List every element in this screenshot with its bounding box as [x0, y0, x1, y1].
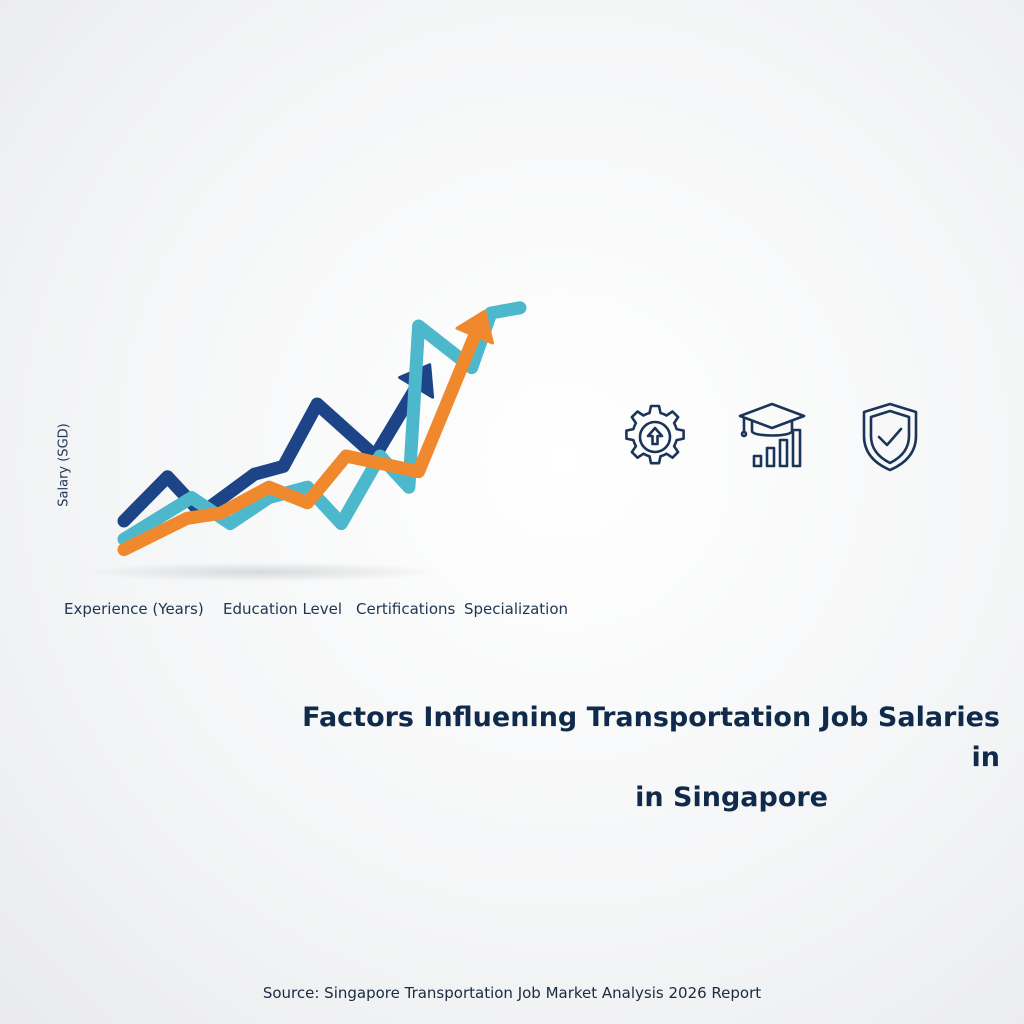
series-line-3: [117, 324, 483, 557]
chart-title-line2: in Singapore: [635, 782, 828, 813]
chart-title: Factors Influening Transportation Job Sa…: [300, 698, 1000, 818]
series-line-1: [117, 376, 426, 528]
factor-icons: [618, 400, 928, 480]
x-tick-certifications: Certifications: [356, 600, 456, 618]
shield-check-icon: [862, 402, 918, 472]
source-note: Source: Singapore Transportation Job Mar…: [262, 984, 762, 1002]
series-layer: [117, 301, 527, 557]
chart-floor-shadow: [80, 562, 440, 582]
graduation-cap-bar-chart-icon: [738, 402, 806, 468]
gear-upload-icon: [625, 404, 685, 465]
x-tick-specialization: Specialization: [464, 600, 569, 618]
chart-title-line1: Factors Influening Transportation Job Sa…: [302, 702, 1000, 773]
series-arrowhead-3: [455, 309, 494, 345]
series-line-2: [117, 301, 527, 546]
x-tick-experience: Experience (Years): [64, 600, 204, 618]
y-axis-label: Salary (SGD): [56, 423, 72, 507]
x-tick-education: Education Level: [223, 600, 343, 618]
